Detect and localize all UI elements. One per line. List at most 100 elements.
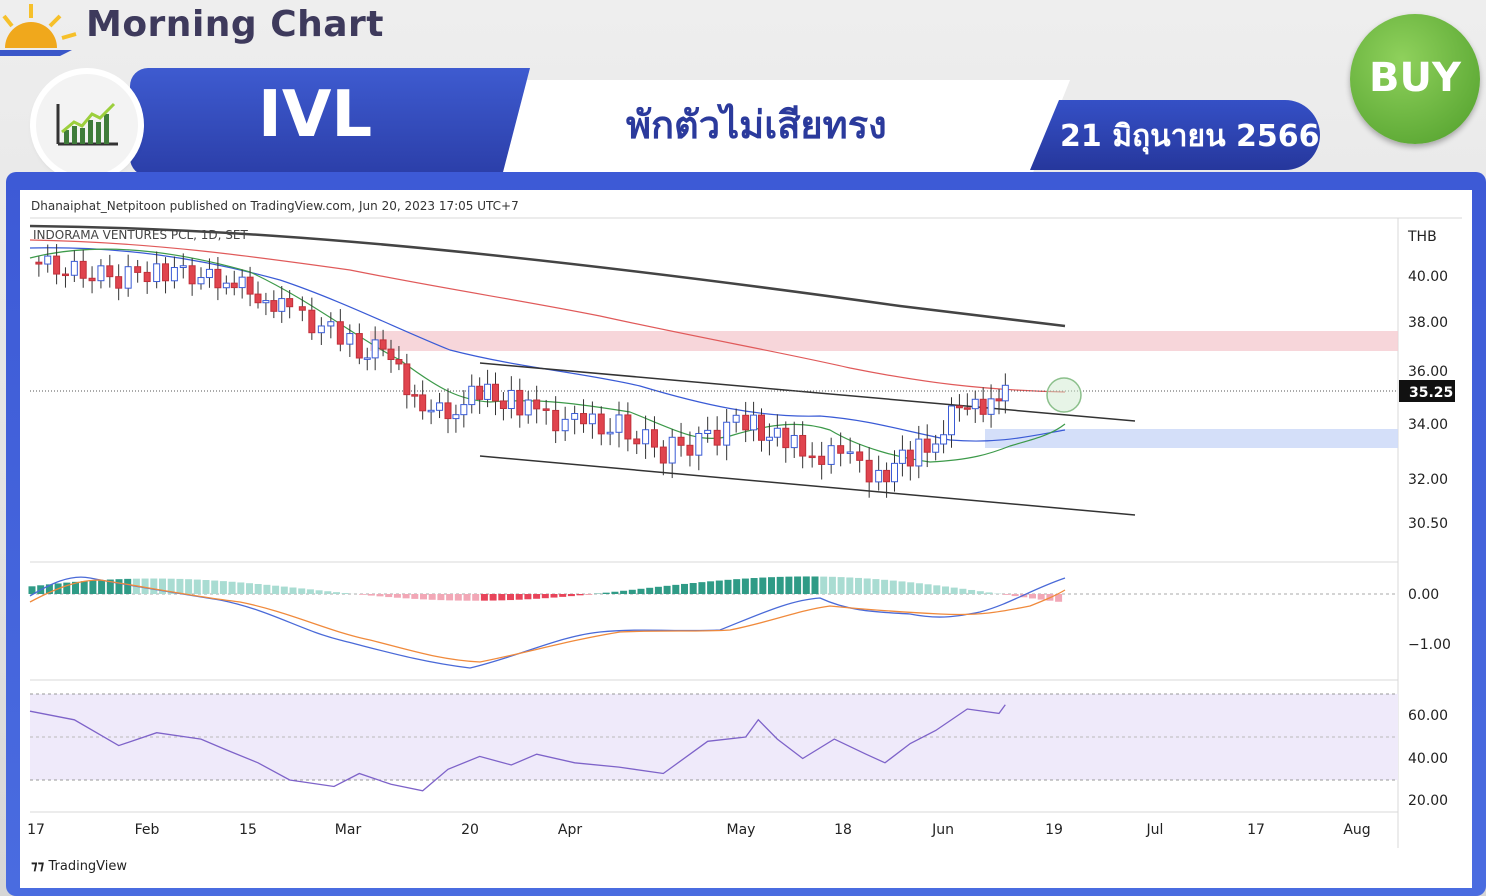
macd-bar <box>367 594 375 596</box>
candle-body <box>732 414 740 423</box>
macd-bar <box>672 584 680 594</box>
macd-bar <box>106 579 114 594</box>
candle-body <box>246 276 254 295</box>
candle-body <box>818 455 826 465</box>
macd-bar <box>889 580 897 594</box>
macd-bar <box>420 594 427 600</box>
candle-body <box>606 431 614 435</box>
candle-body <box>115 276 123 289</box>
candle-body <box>704 429 712 434</box>
last-price-label: 35.25 <box>1409 385 1453 401</box>
macd-bar <box>576 594 584 596</box>
macd-bar <box>98 579 106 594</box>
candle-body <box>898 449 906 464</box>
macd-bar <box>306 589 314 594</box>
candle-body <box>742 414 750 431</box>
macd-bar <box>228 581 236 594</box>
macd-bar <box>498 594 506 601</box>
candle-body <box>580 413 588 425</box>
macd-bar <box>846 577 854 594</box>
macd-bar <box>950 587 958 594</box>
support-zone <box>985 429 1398 448</box>
candle-body <box>723 421 731 446</box>
candle-body <box>427 409 435 413</box>
macd-bar <box>855 577 862 594</box>
macd-bar <box>768 577 775 594</box>
candle-body <box>97 265 105 282</box>
macd-bar <box>811 576 819 594</box>
candle-body <box>971 398 979 410</box>
macd-bar <box>298 588 306 594</box>
ticker-symbol: IVL <box>258 78 373 152</box>
candle-body <box>713 429 721 446</box>
x-tick-label: Feb <box>135 822 160 838</box>
candle-body <box>336 321 344 345</box>
rsi-tick-label: 20.00 <box>1408 793 1448 809</box>
macd-bar <box>63 582 71 594</box>
candle-body <box>61 273 69 277</box>
ma-100-line <box>29 239 1066 393</box>
x-tick-label: Apr <box>558 822 582 838</box>
candle-body <box>955 405 963 409</box>
macd-bar <box>654 586 662 594</box>
candle-body <box>270 300 278 312</box>
currency-label: THB <box>1407 229 1437 245</box>
macd-bar <box>533 594 541 599</box>
candle-body <box>923 438 931 453</box>
buy-signal-badge <box>1350 14 1480 144</box>
candle-body <box>419 394 427 412</box>
chart-grid <box>30 217 1462 848</box>
candle-body <box>106 265 114 278</box>
ma-20-line <box>29 248 1066 463</box>
candle-body <box>799 434 807 457</box>
macd-bar <box>272 585 280 594</box>
macd-bar <box>663 585 671 594</box>
macd-bar <box>933 585 941 594</box>
candle-body <box>597 413 605 435</box>
macd-bar <box>1029 594 1036 599</box>
candle-body <box>790 434 798 449</box>
macd-bar <box>681 583 688 594</box>
macd-bar <box>472 594 480 601</box>
y-axis-labels: 40.00 38.00 36.00 34.00 32.00 30.50 0.00 −1.00 6… <box>1408 269 1451 809</box>
macd-bar <box>45 584 53 594</box>
macd-bar <box>333 592 340 594</box>
candle-body <box>624 414 632 440</box>
candle-body <box>222 282 230 289</box>
macd-bar <box>202 580 210 594</box>
candle-body <box>179 265 187 269</box>
candle-body <box>524 399 532 416</box>
candle-body <box>355 333 363 359</box>
candle-body <box>286 298 294 308</box>
x-tick-label: Jun <box>931 822 954 838</box>
rsi-line <box>29 704 1006 792</box>
candle-body <box>35 261 43 265</box>
macd-bar <box>942 586 949 594</box>
macd-bar <box>428 594 436 600</box>
macd-bar <box>741 578 749 594</box>
macd-bar <box>707 581 715 594</box>
macd-bar <box>637 588 645 594</box>
candle-body <box>124 266 132 289</box>
macd-bar <box>80 581 88 594</box>
y-tick-label: 40.00 <box>1408 269 1448 285</box>
candle-body <box>633 438 641 445</box>
candle-body <box>659 446 667 464</box>
candle-body <box>837 445 845 454</box>
macd-bar <box>698 582 706 594</box>
candle-body <box>588 413 596 425</box>
candle-body <box>875 469 883 483</box>
macd-bar <box>141 578 149 594</box>
macd-bar <box>263 584 271 594</box>
macd-bar <box>959 588 967 594</box>
macd-bar <box>689 583 697 594</box>
macd-bar <box>1011 594 1019 597</box>
macd-bar <box>507 594 514 601</box>
x-tick-label: 18 <box>834 822 852 838</box>
macd-bar <box>115 579 123 594</box>
candle-body <box>642 429 650 445</box>
ticker-banner <box>130 68 530 176</box>
sun-icon <box>0 4 77 56</box>
candle-body <box>278 298 286 312</box>
y-tick-label: 36.00 <box>1408 364 1448 380</box>
